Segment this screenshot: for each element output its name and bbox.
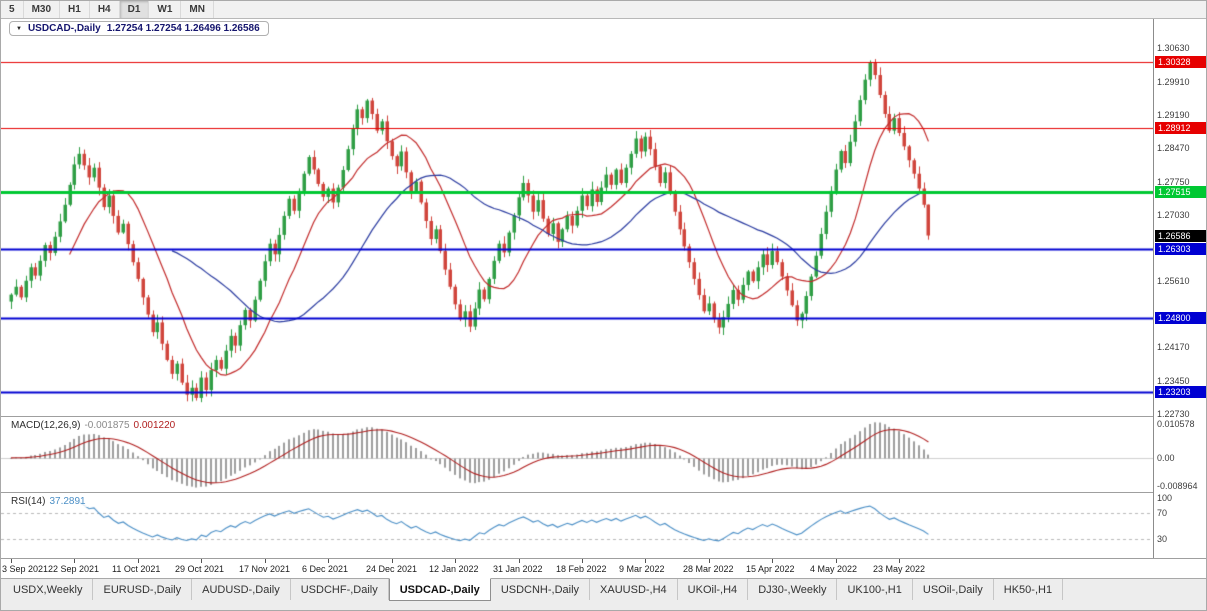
symbol-tab-audusd-daily[interactable]: AUDUSD-,Daily	[192, 579, 291, 600]
macd-axis-label: 0.010578	[1157, 419, 1195, 429]
date-axis-tick	[519, 559, 520, 563]
date-axis-tick	[265, 559, 266, 563]
price-axis-label: 1.27750	[1157, 176, 1190, 187]
rsi-axis-label: 30	[1157, 533, 1168, 544]
date-axis-tick	[138, 559, 139, 563]
pane-separator[interactable]	[1, 492, 1206, 493]
date-axis-tick	[645, 559, 646, 563]
timeframe-button-h4[interactable]: H4	[90, 1, 120, 18]
date-axis-label: 15 Apr 2022	[746, 564, 795, 574]
date-axis-tick	[772, 559, 773, 563]
timeframe-button-d1[interactable]: D1	[119, 1, 150, 18]
rsi-indicator-pane[interactable]	[1, 493, 1153, 558]
date-axis-label: 11 Oct 2021	[112, 564, 161, 574]
date-axis-label: 3 Sep 2021	[2, 564, 49, 574]
price-chart-pane[interactable]	[1, 19, 1153, 416]
price-axis-label: 1.22730	[1157, 409, 1190, 420]
date-axis-label: 6 Dec 2021	[302, 564, 349, 574]
timeframe-button-mn[interactable]: MN	[181, 1, 214, 18]
dropdown-arrow-icon: ▼	[16, 25, 22, 32]
rsi-axis-label: 70	[1157, 507, 1168, 518]
chart-symbol-label: USDCAD-,Daily	[27, 23, 101, 34]
symbol-tab-uk100-h1[interactable]: UK100-,H1	[837, 579, 913, 600]
macd-main-value: -0.001875	[84, 420, 130, 431]
macd-axis-label: -0.008964	[1157, 481, 1198, 491]
date-axis-tick	[836, 559, 837, 563]
price-axis-label: 1.29190	[1157, 109, 1190, 120]
date-axis-label: 24 Dec 2021	[366, 564, 418, 574]
date-axis-tick	[328, 559, 329, 563]
date-axis-tick	[74, 559, 75, 563]
symbol-tab-hk50-h1[interactable]: HK50-,H1	[993, 579, 1064, 600]
symbol-tab-dj30-weekly[interactable]: DJ30-,Weekly	[748, 579, 838, 600]
date-axis-label: 17 Nov 2021	[239, 564, 291, 574]
macd-chart-canvas[interactable]	[1, 417, 1153, 492]
date-axis-tick	[709, 559, 710, 563]
date-axis-label: 18 Feb 2022	[556, 564, 607, 574]
date-axis-label: 9 Mar 2022	[619, 564, 665, 574]
rsi-chart-canvas[interactable]	[1, 493, 1153, 558]
macd-signal-value: 0.001220	[133, 420, 176, 431]
date-axis-label: 22 Sep 2021	[48, 564, 100, 574]
price-axis-label: 1.24170	[1157, 342, 1190, 353]
date-axis-label: 12 Jan 2022	[429, 564, 479, 574]
date-axis-label: 29 Oct 2021	[175, 564, 225, 574]
date-axis-tick	[392, 559, 393, 563]
date-axis-label: 31 Jan 2022	[493, 564, 543, 574]
timeframe-button-m30[interactable]: M30	[24, 1, 61, 18]
chart-ohlc-values: 1.27254 1.27254 1.26496 1.26586	[106, 23, 260, 34]
symbol-tab-usdcad-daily[interactable]: USDCAD-,Daily	[388, 578, 491, 601]
symbol-tab-eurusd-daily[interactable]: EURUSD-,Daily	[93, 579, 193, 600]
rsi-current-value: 37.2891	[49, 496, 86, 507]
level-price-label-blue: 1.24800	[1155, 312, 1206, 325]
timeframe-button-h1[interactable]: H1	[60, 1, 90, 18]
price-axis-label: 1.23450	[1157, 375, 1190, 386]
level-price-label-red: 1.28912	[1155, 121, 1206, 134]
price-axis-label: 1.29910	[1157, 76, 1190, 87]
chart-symbol-selector[interactable]: ▼ USDCAD-,Daily 1.27254 1.27254 1.26496 …	[9, 21, 269, 36]
symbol-tab-xauusd-h4[interactable]: XAUUSD-,H4	[590, 579, 678, 600]
level-price-label-blue: 1.23203	[1155, 386, 1206, 399]
timeframe-button-5[interactable]: 5	[1, 1, 24, 18]
macd-indicator-label: MACD(12,26,9) -0.001875 0.001220	[9, 420, 178, 431]
date-axis-label: 23 May 2022	[873, 564, 926, 574]
price-chart-canvas[interactable]	[1, 19, 1153, 416]
rsi-axis-label: 100	[1157, 493, 1173, 503]
price-axis-label: 1.30630	[1157, 43, 1190, 54]
price-axis-label: 1.25610	[1157, 275, 1190, 286]
pane-separator	[1, 558, 1206, 559]
pane-separator[interactable]	[1, 416, 1206, 417]
level-price-label-blue: 1.26303	[1155, 242, 1206, 255]
date-axis-tick	[201, 559, 202, 563]
timeframe-toolbar: 5 M30 H1 H4 D1 W1 MN	[1, 1, 1206, 19]
date-axis-tick	[11, 559, 12, 563]
rsi-indicator-name: RSI(14)	[11, 496, 46, 507]
symbol-tab-usdchf-daily[interactable]: USDCHF-,Daily	[290, 579, 389, 600]
time-scale-axis[interactable]: 3 Sep 2021 22 Sep 2021 11 Oct 2021 29 Oct 2…	[1, 559, 1153, 578]
date-axis-tick	[582, 559, 583, 563]
macd-axis-label: 0.00	[1157, 452, 1175, 463]
date-axis-label: 4 May 2022	[810, 564, 858, 574]
price-axis-label: 1.28470	[1157, 143, 1190, 154]
level-price-label-red: 1.30328	[1155, 56, 1206, 69]
level-price-label-green: 1.27515	[1155, 186, 1206, 199]
price-scale-axis[interactable]: 1.30630 1.29910 1.29190 1.28470 1.27750 1.270…	[1153, 19, 1206, 558]
timeframe-button-w1[interactable]: W1	[149, 1, 182, 18]
current-price-label: 1.26586	[1155, 229, 1206, 242]
rsi-indicator-label: RSI(14) 37.2891	[9, 496, 88, 507]
price-axis-label: 1.27030	[1157, 209, 1190, 220]
macd-indicator-name: MACD(12,26,9)	[11, 420, 81, 431]
symbol-tab-usdx-weekly[interactable]: USDX,Weekly	[3, 579, 94, 600]
date-axis-tick	[455, 559, 456, 563]
date-axis-label: 28 Mar 2022	[683, 564, 734, 574]
macd-indicator-pane[interactable]	[1, 417, 1153, 492]
date-axis-tick	[899, 559, 900, 563]
symbol-tab-ukoil-h4[interactable]: UKOil-,H4	[677, 579, 749, 600]
symbol-tab-usdcnh-daily[interactable]: USDCNH-,Daily	[490, 579, 591, 600]
symbol-tab-bar: USDX,Weekly EURUSD-,Daily AUDUSD-,Daily USD…	[1, 578, 1206, 610]
symbol-tab-usoil-daily[interactable]: USOil-,Daily	[912, 579, 994, 600]
